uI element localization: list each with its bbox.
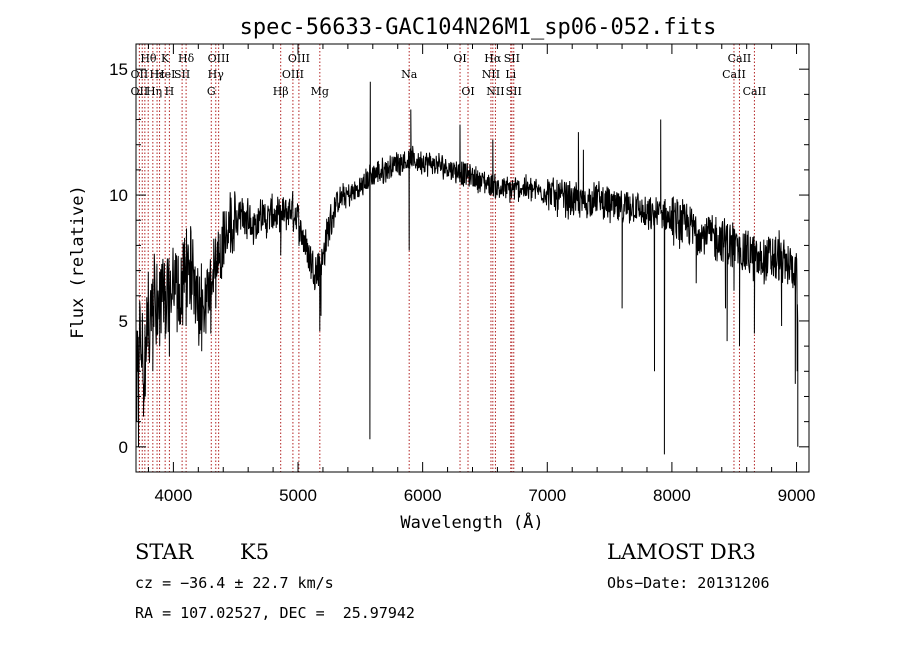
line-label: OIII <box>208 52 230 65</box>
line-label: CaII <box>722 68 746 81</box>
object-subclass: K5 <box>240 540 270 564</box>
y-tick-label: 0 <box>119 438 128 457</box>
line-label: G <box>207 85 216 98</box>
line-label: CaII <box>743 85 767 98</box>
line-label: OIII <box>282 68 304 81</box>
spectrum-line <box>135 81 799 455</box>
y-tick-label: 15 <box>109 60 128 79</box>
observation-date: Obs−Date: 20131206 <box>607 574 770 592</box>
line-label: OII <box>131 68 149 81</box>
line-label: Hε <box>150 68 166 81</box>
line-label: CaII <box>728 52 752 65</box>
line-label: Na <box>401 68 418 81</box>
line-label: HeI <box>155 68 175 81</box>
line-label: Hα <box>484 52 502 65</box>
x-axis-label: Wavelength (Å) <box>400 511 543 533</box>
redshift-velocity: cz = −36.4 ± 22.7 km/s <box>135 574 334 592</box>
sky-coordinates: RA = 107.02527, DEC = 25.97942 <box>135 604 415 622</box>
line-label: Hβ <box>273 85 289 98</box>
line-label: OII <box>131 85 149 98</box>
x-tick-label: 9000 <box>778 486 816 505</box>
line-label: Li <box>505 68 516 81</box>
line-label: Mg <box>311 85 329 98</box>
x-axis-ticks: 4000 5000 6000 7000 8000 9000 <box>147 44 816 505</box>
line-label: OIII <box>288 52 310 65</box>
plot-frame <box>135 43 810 473</box>
line-label: NII <box>486 85 504 98</box>
line-label: OI <box>461 85 474 98</box>
line-label: SII <box>504 52 520 65</box>
x-tick-label: 7000 <box>528 486 566 505</box>
line-label: SII <box>506 85 522 98</box>
line-label: Hδ <box>178 52 195 65</box>
line-label: NII <box>482 68 500 81</box>
y-tick-label: 5 <box>119 312 128 331</box>
line-label: Hθ <box>140 52 157 65</box>
line-label: Hγ <box>208 68 225 81</box>
line-label: OI <box>453 52 466 65</box>
x-tick-label: 4000 <box>154 486 192 505</box>
y-axis-ticks: 0 5 10 15 <box>109 43 809 473</box>
x-tick-label: 6000 <box>404 486 442 505</box>
line-label: SII <box>174 68 190 81</box>
line-label: H <box>165 85 175 98</box>
emission-line-markers <box>138 44 755 472</box>
x-tick-label: 8000 <box>653 486 691 505</box>
object-class: STAR <box>135 540 194 564</box>
x-tick-label: 5000 <box>279 486 317 505</box>
survey-name: LAMOST DR3 <box>607 540 756 564</box>
line-label: Hη <box>146 85 162 98</box>
y-tick-label: 10 <box>109 186 128 205</box>
y-axis-label: Flux (relative) <box>68 185 88 339</box>
chart-title: spec-56633-GAC104N26M1_sp06-052.fits <box>240 15 717 40</box>
line-label: K <box>161 52 170 65</box>
